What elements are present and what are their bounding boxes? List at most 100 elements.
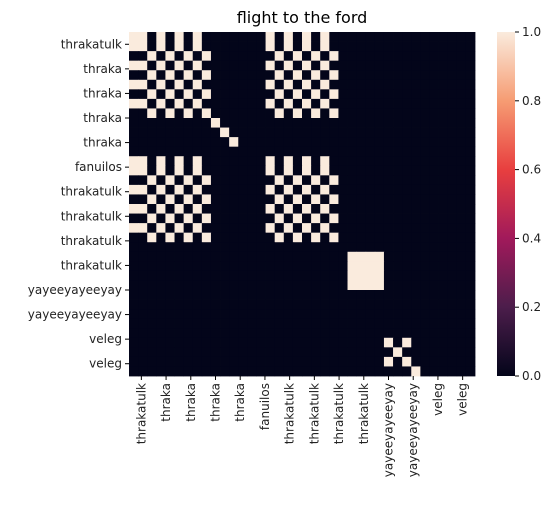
heatmap-cell	[375, 156, 385, 166]
heatmap-cell	[247, 147, 257, 157]
heatmap-cell	[329, 89, 339, 99]
heatmap-cell	[156, 89, 166, 99]
heatmap-cell	[129, 223, 139, 233]
heatmap-cell	[266, 89, 276, 99]
heatmap-cell	[420, 185, 430, 195]
heatmap-cell	[311, 328, 321, 338]
heatmap-cell	[366, 194, 376, 204]
heatmap-cell	[357, 108, 367, 118]
heatmap-cell	[256, 242, 266, 252]
heatmap-cell	[311, 175, 321, 185]
heatmap-cell	[366, 338, 376, 348]
heatmap-cell	[156, 357, 166, 367]
heatmap-cell	[138, 80, 148, 90]
heatmap-cell	[293, 156, 303, 166]
heatmap-cell	[439, 271, 449, 281]
heatmap-cell	[129, 137, 139, 147]
heatmap-cell	[420, 166, 430, 176]
heatmap-cell	[311, 108, 321, 118]
heatmap-cell	[193, 175, 203, 185]
heatmap-cell	[147, 156, 157, 166]
heatmap-cell	[429, 242, 439, 252]
heatmap-cell	[193, 204, 203, 214]
heatmap-cell	[384, 61, 394, 71]
heatmap-cell	[402, 99, 412, 109]
heatmap-cell	[384, 156, 394, 166]
heatmap-cell	[266, 185, 276, 195]
heatmap-cell	[156, 51, 166, 61]
heatmap-cell	[129, 42, 139, 52]
heatmap-cell	[357, 319, 367, 329]
heatmap-cell	[129, 280, 139, 290]
heatmap-cell	[420, 147, 430, 157]
heatmap-cell	[366, 328, 376, 338]
heatmap-cell	[329, 233, 339, 243]
heatmap-cell	[439, 233, 449, 243]
heatmap-cell	[375, 338, 385, 348]
heatmap-cell	[429, 175, 439, 185]
heatmap-cell	[184, 42, 194, 52]
heatmap-cell	[211, 118, 221, 128]
heatmap-cell	[429, 204, 439, 214]
heatmap-cell	[165, 300, 175, 310]
heatmap-cell	[256, 80, 266, 90]
heatmap-cell	[448, 80, 458, 90]
x-tick-label: thraka	[184, 383, 198, 422]
heatmap-cell	[402, 156, 412, 166]
heatmap-cell	[375, 347, 385, 357]
heatmap-cell	[384, 70, 394, 80]
heatmap-cell	[293, 290, 303, 300]
heatmap-cell	[302, 214, 312, 224]
heatmap-cell	[211, 185, 221, 195]
colorbar: 0.0 0.2 0.4 0.6 0.8 1.0	[497, 25, 541, 383]
heatmap-cell	[238, 366, 248, 376]
heatmap-cell	[366, 252, 376, 262]
heatmap-cell	[293, 261, 303, 271]
heatmap-cell	[293, 70, 303, 80]
heatmap-cell	[211, 261, 221, 271]
heatmap-cell	[202, 70, 212, 80]
heatmap-cell	[193, 280, 203, 290]
heatmap-cell	[247, 366, 257, 376]
heatmap-cell	[411, 366, 421, 376]
heatmap-cell	[238, 70, 248, 80]
heatmap-cell	[384, 233, 394, 243]
heatmap-cell	[329, 166, 339, 176]
heatmap-cell	[275, 128, 285, 138]
heatmap-cell	[165, 61, 175, 71]
heatmap-cell	[311, 99, 321, 109]
heatmap-cell	[448, 214, 458, 224]
heatmap-cell	[320, 309, 330, 319]
heatmap-cell	[211, 357, 221, 367]
heatmap-cell	[129, 319, 139, 329]
heatmap-cell	[448, 42, 458, 52]
heatmap-cell	[457, 204, 467, 214]
heatmap-cell	[238, 357, 248, 367]
heatmap-cell	[375, 137, 385, 147]
heatmap-cell	[329, 242, 339, 252]
heatmap-cell	[420, 137, 430, 147]
heatmap-cell	[229, 156, 239, 166]
x-tick-label: thrakatulk	[357, 383, 371, 444]
heatmap-cell	[320, 347, 330, 357]
heatmap-cell	[293, 99, 303, 109]
heatmap-cell	[165, 204, 175, 214]
heatmap-cell	[348, 137, 358, 147]
heatmap-cell	[256, 347, 266, 357]
colorbar-tick-label: 0.8	[522, 94, 541, 108]
heatmap-cell	[220, 214, 230, 224]
heatmap-cell	[156, 300, 166, 310]
heatmap-cell	[357, 185, 367, 195]
heatmap-cell	[229, 185, 239, 195]
heatmap-cell	[338, 80, 348, 90]
heatmap-cell	[293, 80, 303, 90]
heatmap-cell	[211, 319, 221, 329]
heatmap-cell	[175, 204, 185, 214]
heatmap-cell	[156, 175, 166, 185]
heatmap-cell	[375, 166, 385, 176]
heatmap-cell	[247, 156, 257, 166]
heatmap-cell	[284, 32, 294, 42]
heatmap-cell	[247, 89, 257, 99]
heatmap-cell	[184, 108, 194, 118]
heatmap-cell	[402, 319, 412, 329]
